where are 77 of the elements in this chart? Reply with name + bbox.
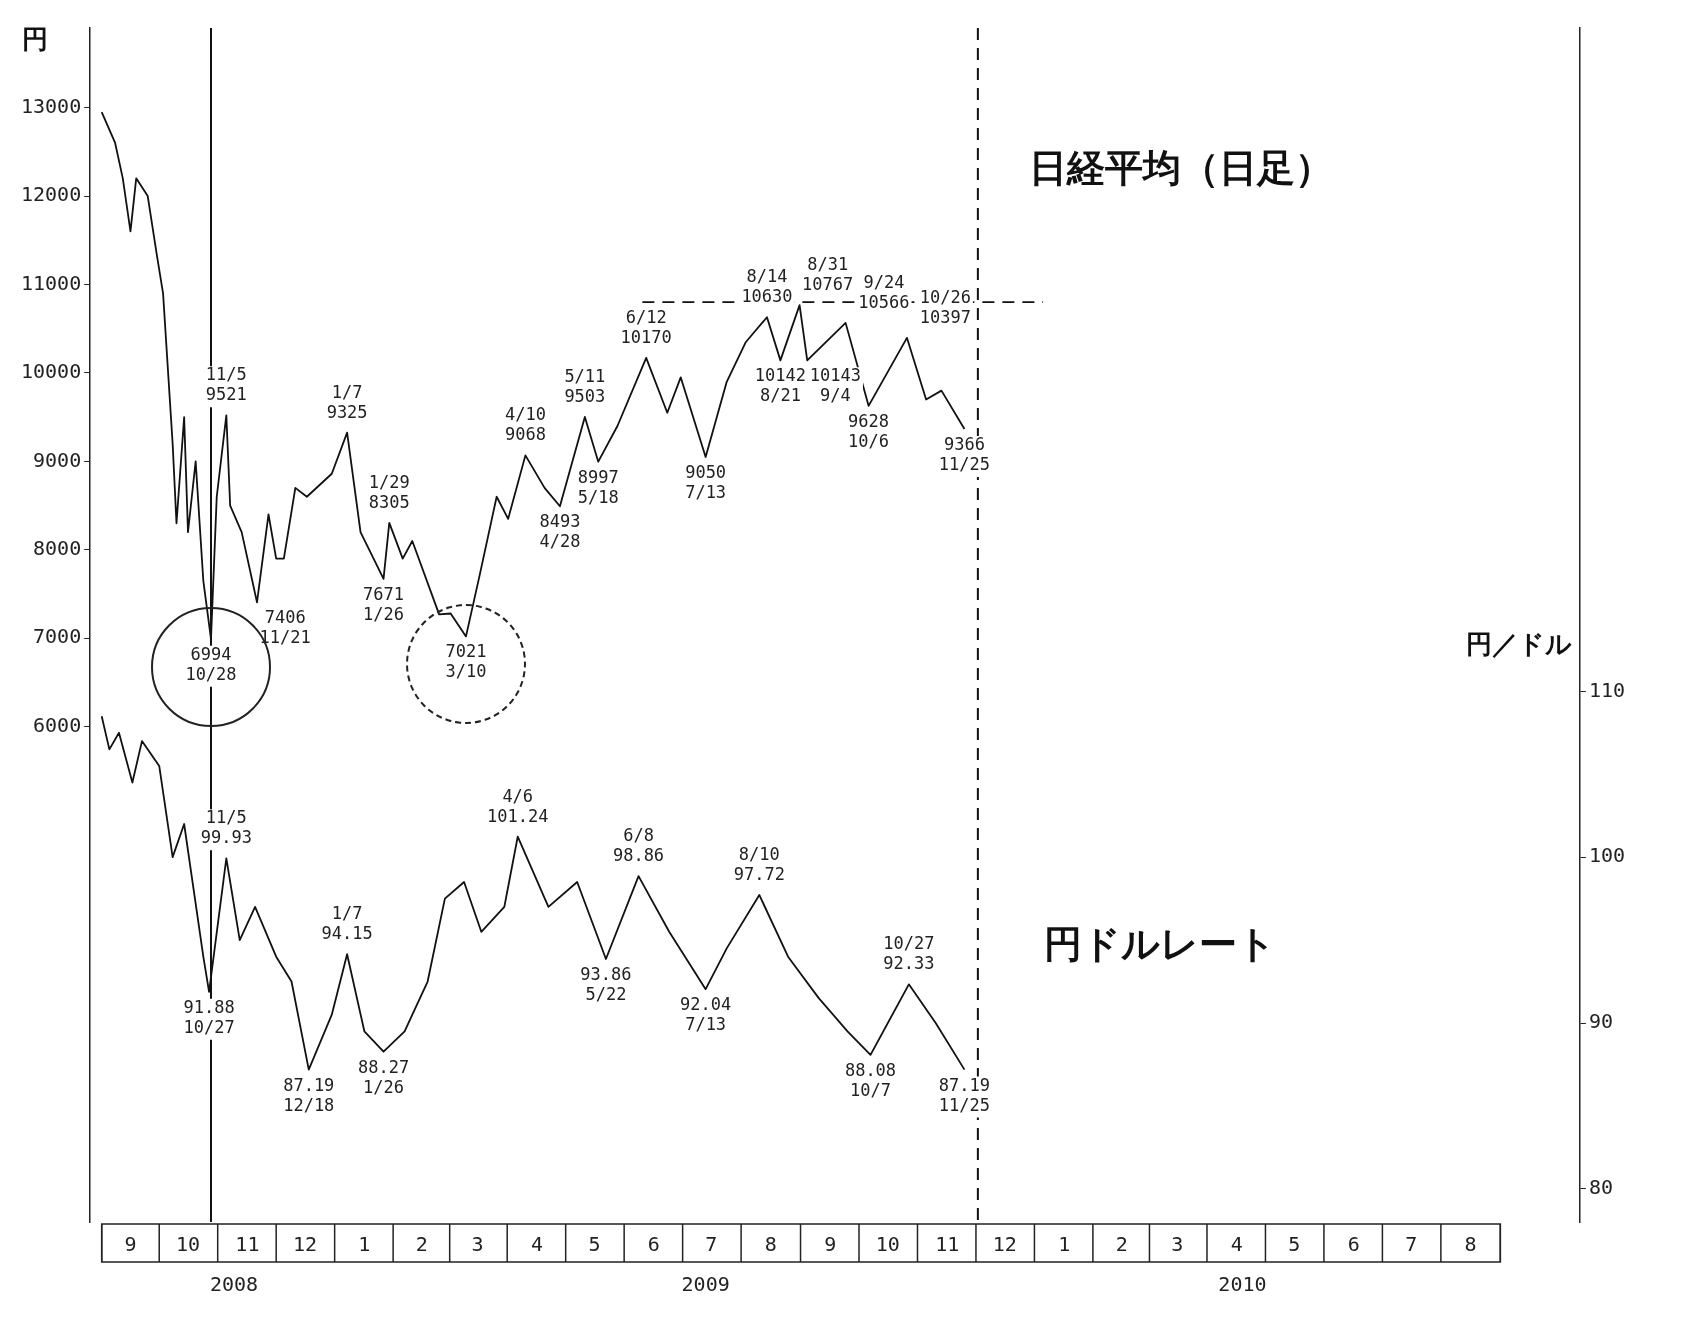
x-tick-label: 2	[415, 1232, 428, 1257]
x2-tick-label: 2008	[209, 1272, 259, 1297]
x-tick-label: 6	[1347, 1232, 1360, 1257]
data-label: 8997 5/18	[577, 466, 619, 507]
data-label: 11/5 99.93	[200, 807, 252, 848]
data-label: 8493 4/28	[539, 511, 581, 552]
data-label: 1/29 8305	[368, 471, 410, 512]
x-tick-label: 1	[1058, 1232, 1071, 1257]
data-label: 6/8 98.86	[612, 824, 665, 865]
data-label: 5/11 9503	[564, 365, 606, 406]
y2-tick-label: 80	[1588, 1175, 1613, 1200]
x-tick-label: 3	[1171, 1232, 1184, 1257]
data-label: 6/12 10170	[620, 306, 672, 347]
data-label: 7021 3/10	[445, 641, 487, 682]
y2-tick-label: 110	[1588, 677, 1625, 702]
data-label: 88.08 10/7	[844, 1059, 897, 1100]
x-tick-label: 4	[530, 1232, 543, 1257]
y-axis-title: 円	[22, 23, 48, 54]
x-tick-label: 7	[1405, 1232, 1418, 1257]
y-tick-label: 9000	[33, 447, 82, 472]
data-label: 1/7 9325	[326, 381, 368, 422]
data-label: 9628 10/6	[848, 410, 890, 451]
x-tick-label: 9	[124, 1232, 137, 1257]
data-label: 91.88 10/27	[183, 996, 235, 1037]
x-tick-label: 6	[647, 1232, 660, 1257]
y-tick-label: 8000	[33, 536, 82, 561]
y-tick-label: 13000	[20, 93, 82, 118]
x-tick-label: 7	[705, 1232, 718, 1257]
data-label: 92.04 7/13	[680, 994, 732, 1035]
x2-tick-label: 2010	[1218, 1272, 1267, 1297]
data-label: 88.27 1/26	[357, 1056, 410, 1097]
x-tick-label: 5	[1288, 1232, 1301, 1257]
x-tick-label: 4	[1230, 1232, 1243, 1257]
data-label: 87.19 12/18	[283, 1074, 335, 1115]
data-label: 87.19 11/25	[938, 1074, 991, 1115]
data-label: 9050 7/13	[685, 461, 727, 502]
data-label: 10/27 92.33	[883, 933, 935, 974]
x-tick-label: 10	[875, 1232, 900, 1257]
y2-axis-title: 円／ドル	[1465, 629, 1572, 660]
data-label: 11/5 9521	[205, 364, 247, 405]
data-label: 4/10 9068	[504, 404, 546, 445]
x-tick-label: 9	[824, 1232, 837, 1257]
x-tick-label: 1	[358, 1232, 371, 1257]
text: 日経平均（日足）	[1028, 146, 1333, 191]
data-label: 8/31 10767	[802, 254, 854, 295]
x-tick-label: 11	[235, 1232, 260, 1257]
x-tick-label: 12	[292, 1232, 317, 1257]
y-tick-label: 7000	[33, 624, 82, 649]
text: 円ドルレート	[1043, 922, 1276, 967]
x-tick-label: 8	[1464, 1232, 1477, 1257]
x-tick-label: 3	[471, 1232, 484, 1257]
data-label: 9/24 10566	[858, 271, 910, 312]
x2-tick-label: 2009	[681, 1272, 730, 1297]
y-tick-label: 12000	[20, 182, 82, 207]
data-label: 8/10 97.72	[733, 843, 785, 884]
data-label: 9366 11/25	[938, 433, 991, 474]
data-label: 1/7 94.15	[321, 903, 373, 944]
data-label: 7671 1/26	[363, 583, 405, 624]
y-tick-label: 10000	[20, 359, 82, 384]
data-label: 10143 9/4	[809, 365, 861, 406]
data-label: 8/14 10630	[741, 266, 793, 307]
y2-tick-label: 100	[1588, 843, 1625, 868]
data-label: 7406 11/21	[259, 607, 311, 648]
y2-tick-label: 90	[1588, 1009, 1613, 1034]
x-tick-label: 2	[1115, 1232, 1128, 1257]
x-tick-label: 5	[588, 1232, 601, 1257]
y-tick-label: 11000	[20, 270, 82, 295]
data-label: 10/26 10397	[919, 286, 971, 327]
y-tick-label: 6000	[33, 712, 82, 737]
data-label: 4/6 101.24	[487, 785, 549, 826]
x-tick-label: 12	[992, 1232, 1017, 1257]
data-label: 6994 10/28	[185, 643, 237, 684]
x-tick-label: 10	[175, 1232, 201, 1257]
x-tick-label: 8	[764, 1232, 777, 1257]
x-tick-label: 11	[935, 1232, 960, 1257]
data-label: 10142 8/21	[754, 365, 806, 406]
data-label: 93.86 5/22	[580, 963, 632, 1004]
